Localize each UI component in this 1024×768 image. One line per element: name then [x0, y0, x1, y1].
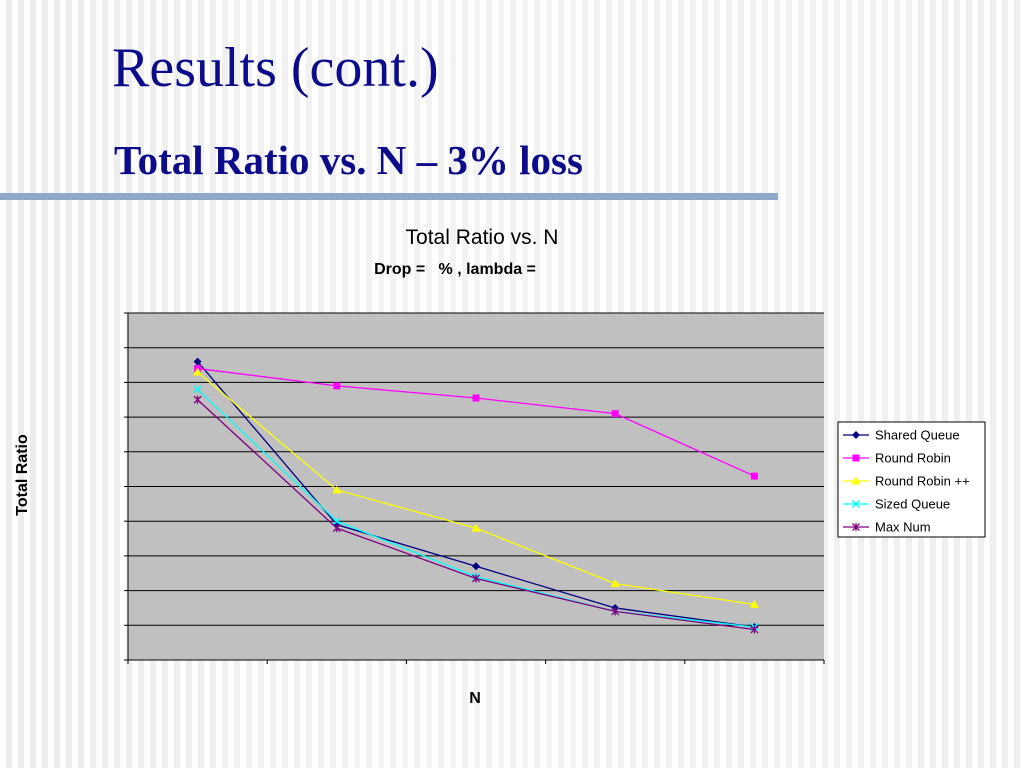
legend-label: Round Robin ++: [875, 474, 970, 489]
legend-item: Max Num: [843, 520, 931, 535]
data-point: [472, 394, 480, 402]
slide-title: Results (cont.): [112, 37, 439, 99]
data-point: [611, 410, 619, 418]
data-point: [332, 485, 342, 494]
legend-item: Round Robin: [843, 451, 951, 466]
legend-label: Shared Queue: [875, 428, 960, 443]
legend-marker: [852, 431, 860, 439]
legend-marker: [852, 454, 860, 462]
data-point: [193, 395, 202, 404]
data-point: [333, 382, 341, 390]
legend-label: Max Num: [875, 520, 931, 535]
x-axis-label: N: [469, 690, 481, 707]
gridlines: [128, 312, 824, 626]
series-layer: [193, 357, 759, 634]
legend-marker: [851, 499, 861, 509]
legend: Shared Queue Round Robin Round Robin ++ Siz…: [837, 421, 986, 538]
data-point: [749, 599, 759, 608]
legend-item: Round Robin ++: [843, 474, 970, 489]
axes: [124, 312, 825, 664]
data-point: [471, 523, 481, 532]
legend-marker: [852, 523, 860, 531]
series-round-robin: [193, 367, 759, 608]
data-point: [472, 562, 480, 571]
legend-item: Sized Queue: [843, 497, 950, 512]
legend-marker: [851, 476, 861, 485]
series-max-num: [193, 395, 759, 634]
slide-subtitle: Total Ratio vs. N – 3% loss: [114, 137, 583, 183]
data-point: [750, 472, 758, 480]
data-point: [193, 385, 202, 394]
y-axis-label: Total Ratio: [14, 434, 31, 516]
legend-item: Shared Queue: [843, 428, 960, 443]
data-point: [610, 579, 620, 588]
title-divider: [0, 193, 778, 200]
legend-label: Sized Queue: [875, 497, 950, 512]
data-point: [472, 574, 480, 583]
data-point: [193, 357, 202, 366]
data-point: [193, 367, 203, 376]
legend-items: Shared Queue Round Robin Round Robin ++ Siz…: [843, 428, 970, 535]
data-point: [332, 517, 341, 526]
legend-box: [837, 421, 986, 538]
legend-label: Round Robin: [875, 451, 951, 466]
chart-subtitle: Drop = % , lambda =: [374, 261, 536, 278]
data-point: [750, 625, 759, 634]
data-point: [332, 524, 341, 533]
chart-title: Total Ratio vs. N: [406, 226, 559, 249]
data-point: [611, 607, 620, 616]
